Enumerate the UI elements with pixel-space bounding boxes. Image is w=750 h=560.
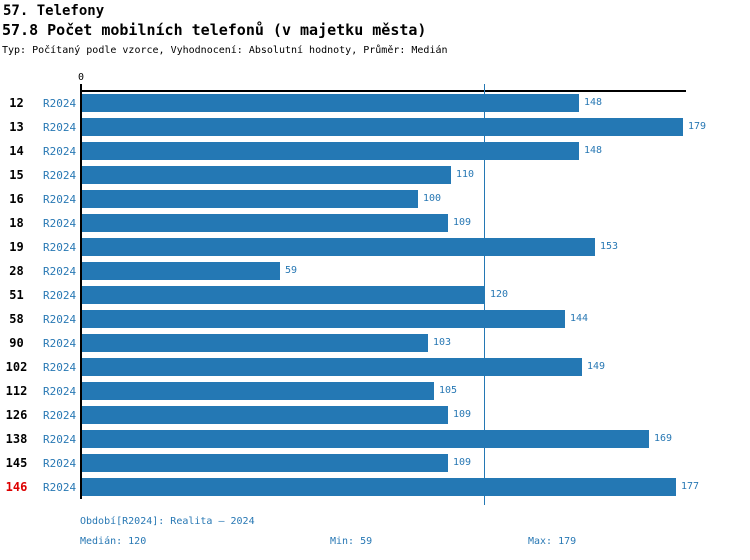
row-period-label: R2024: [43, 433, 77, 446]
value-bar: [82, 166, 451, 184]
bar-value-label: 179: [688, 121, 707, 132]
value-bar: [82, 382, 434, 400]
chart-row: 90 R2024 103: [0, 334, 750, 352]
x-axis-zero-tick-label: 0: [77, 72, 85, 83]
value-bar: [82, 214, 448, 232]
chart-row: 16 R2024 100: [0, 190, 750, 208]
row-period-label: R2024: [43, 361, 77, 374]
row-period-label: R2024: [43, 121, 77, 134]
row-id-label: 145: [5, 456, 28, 470]
bar-value-label: 120: [490, 289, 509, 300]
value-bar: [82, 358, 582, 376]
chart-row: 14 R2024 148: [0, 142, 750, 160]
value-bar: [82, 118, 683, 136]
bar-value-label: 144: [570, 313, 589, 324]
chart-row: 13 R2024 179: [0, 118, 750, 136]
row-id-label: 138: [5, 432, 28, 446]
chart-row: 145 R2024 109: [0, 454, 750, 472]
bar-value-label: 109: [453, 457, 472, 468]
row-period-label: R2024: [43, 337, 77, 350]
value-bar: [82, 406, 448, 424]
row-id-label: 58: [9, 312, 24, 326]
row-id-label: 112: [5, 384, 28, 398]
bar-value-label: 59: [285, 265, 298, 276]
bar-value-label: 148: [584, 145, 603, 156]
bar-value-label: 109: [453, 217, 472, 228]
row-id-label: 51: [9, 288, 24, 302]
row-period-label: R2024: [43, 385, 77, 398]
value-bar: [82, 478, 676, 496]
row-period-label: R2024: [43, 97, 77, 110]
chart-row: 102 R2024 149: [0, 358, 750, 376]
value-bar: [82, 310, 565, 328]
row-period-label: R2024: [43, 217, 77, 230]
bar-value-label: 169: [654, 433, 673, 444]
row-period-label: R2024: [43, 241, 77, 254]
value-bar: [82, 190, 418, 208]
row-id-label: 90: [9, 336, 24, 350]
row-period-label: R2024: [43, 481, 77, 494]
row-id-label: 19: [9, 240, 24, 254]
row-id-label: 18: [9, 216, 24, 230]
bar-value-label: 153: [600, 241, 619, 252]
section-title: 57. Telefony: [3, 3, 105, 19]
chart-row: 19 R2024 153: [0, 238, 750, 256]
bar-value-label: 177: [681, 481, 700, 492]
bar-value-label: 109: [453, 409, 472, 420]
chart-row: 146 R2024 177: [0, 478, 750, 496]
row-period-label: R2024: [43, 457, 77, 470]
value-bar: [82, 94, 579, 112]
row-period-label: R2024: [43, 289, 77, 302]
x-axis-line: [81, 90, 686, 92]
chart-row: 112 R2024 105: [0, 382, 750, 400]
row-period-label: R2024: [43, 313, 77, 326]
bar-value-label: 149: [587, 361, 606, 372]
value-bar: [82, 286, 485, 304]
row-id-label: 102: [5, 360, 28, 374]
chart-row: 28 R2024 59: [0, 262, 750, 280]
chart-row: 58 R2024 144: [0, 310, 750, 328]
bar-value-label: 148: [584, 97, 603, 108]
chart-row: 15 R2024 110: [0, 166, 750, 184]
value-bar: [82, 238, 595, 256]
row-id-label: 126: [5, 408, 28, 422]
row-id-label: 15: [9, 168, 24, 182]
row-id-label: 146: [5, 480, 28, 494]
bar-value-label: 105: [439, 385, 458, 396]
legend-max: Max: 179: [528, 536, 577, 547]
chart-row: 126 R2024 109: [0, 406, 750, 424]
chart-row: 138 R2024 169: [0, 430, 750, 448]
value-bar: [82, 454, 448, 472]
legend-period: Období[R2024]: Realita – 2024: [80, 516, 255, 527]
row-id-label: 16: [9, 192, 24, 206]
value-bar: [82, 334, 428, 352]
value-bar: [82, 142, 579, 160]
row-period-label: R2024: [43, 409, 77, 422]
indicator-title: 57.8 Počet mobilních telefonů (v majetku…: [2, 21, 427, 39]
y-axis-line: [80, 84, 82, 499]
bar-value-label: 100: [423, 193, 442, 204]
row-period-label: R2024: [43, 145, 77, 158]
row-period-label: R2024: [43, 193, 77, 206]
row-id-label: 12: [9, 96, 24, 110]
row-id-label: 13: [9, 120, 24, 134]
chart-row: 51 R2024 120: [0, 286, 750, 304]
chart-row: 12 R2024 148: [0, 94, 750, 112]
value-bar: [82, 262, 280, 280]
legend-median: Medián: 120: [80, 536, 147, 547]
row-period-label: R2024: [43, 265, 77, 278]
row-period-label: R2024: [43, 169, 77, 182]
legend-min: Min: 59: [330, 536, 373, 547]
row-id-label: 28: [9, 264, 24, 278]
chart-row: 18 R2024 109: [0, 214, 750, 232]
bar-value-label: 103: [433, 337, 452, 348]
value-bar: [82, 430, 649, 448]
indicator-meta-line: Typ: Počítaný podle vzorce, Vyhodnocení:…: [2, 45, 448, 56]
bar-value-label: 110: [456, 169, 475, 180]
row-id-label: 14: [9, 144, 24, 158]
